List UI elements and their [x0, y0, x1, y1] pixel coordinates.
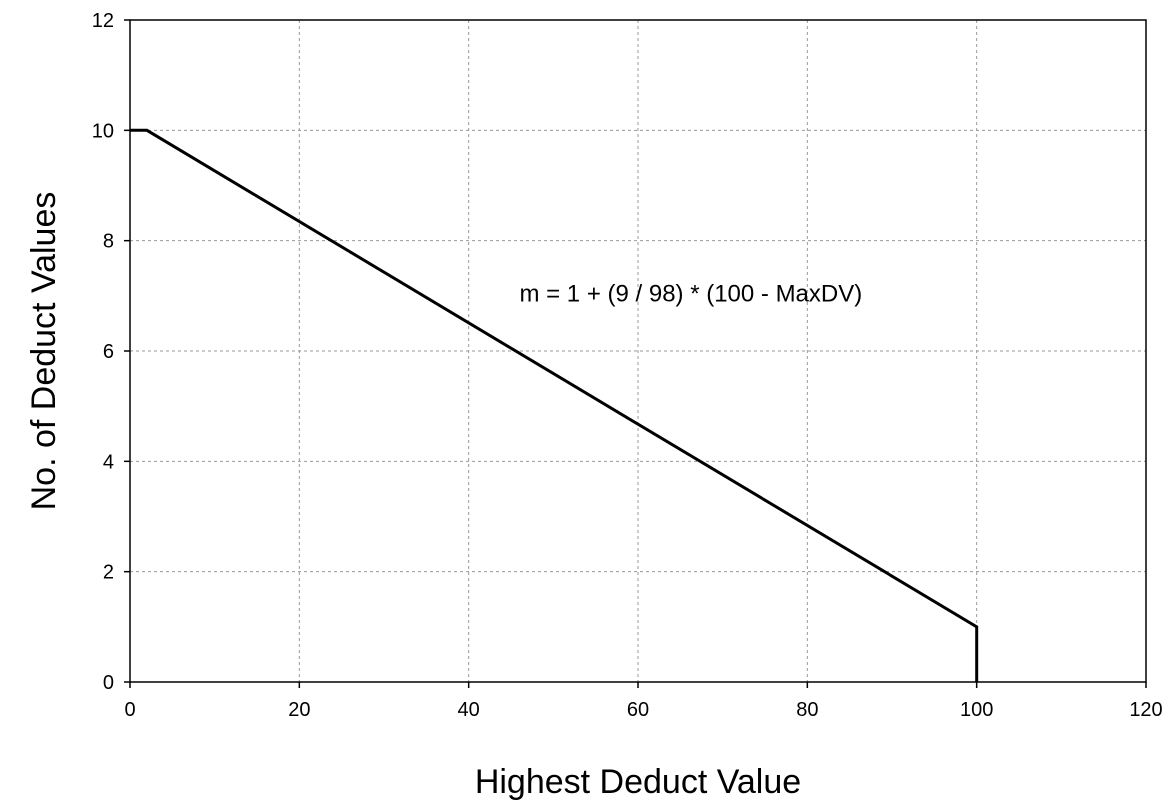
y-tick-label: 12: [92, 10, 114, 32]
y-tick-label: 8: [103, 231, 114, 253]
x-tick-label: 20: [288, 699, 310, 721]
series-layer: [130, 128, 979, 682]
y-tick-label: 2: [103, 562, 114, 584]
tick-layer: 0 20 40 60 80 100 120 0 2 4 6 8 10 12: [92, 10, 1163, 721]
x-tick-label: 120: [1129, 699, 1162, 721]
x-tick-label: 0: [124, 699, 135, 721]
x-tick-label: 100: [960, 699, 993, 721]
y-tick-label: 10: [92, 120, 114, 142]
y-tick-label: 6: [103, 341, 114, 363]
y-tick-label: 4: [103, 451, 114, 473]
series-line: [130, 128, 979, 682]
y-axis-title: No. of Deduct Values: [25, 192, 63, 511]
x-tick-label: 60: [627, 699, 649, 721]
grid-layer: [130, 20, 1146, 682]
annotation-layer: m = 1 + (9 / 98) * (100 - MaxDV): [519, 280, 862, 307]
y-tick-label: 0: [103, 672, 114, 694]
x-tick-label: 40: [458, 699, 480, 721]
x-axis-title: Highest Deduct Value: [475, 763, 801, 801]
x-tick-label: 80: [796, 699, 818, 721]
formula-annotation: m = 1 + (9 / 98) * (100 - MaxDV): [519, 280, 862, 307]
